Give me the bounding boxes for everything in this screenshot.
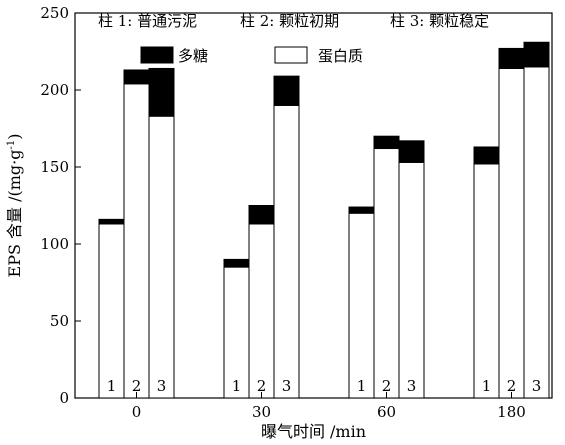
bar-protein <box>398 161 425 399</box>
bar-protein <box>98 223 125 399</box>
bar-protein <box>123 83 150 399</box>
plot-border <box>74 12 553 399</box>
y-axis: 0 50 100 150 200 250 <box>40 4 81 407</box>
legend-label: 蛋白质 <box>318 47 363 65</box>
x-axis: 0 30 60 180 <box>132 392 526 421</box>
bar-index-label: 2 <box>132 377 142 395</box>
x-tick-label: 30 <box>252 403 271 421</box>
bar-protein <box>273 104 300 399</box>
bar-protein <box>373 148 400 399</box>
y-axis-title-main: EPS 含量 /(mg·g <box>5 150 24 278</box>
bar-index-label: 1 <box>107 377 117 395</box>
bar-polysaccharide <box>223 258 250 268</box>
bar-index-label: 2 <box>507 377 517 395</box>
x-tick-label: 60 <box>377 403 396 421</box>
bar-polysaccharide <box>523 41 550 68</box>
y-axis-title: EPS 含量 /(mg·g-1) <box>5 134 24 278</box>
bar-polysaccharide <box>98 218 125 225</box>
bar-polysaccharide <box>498 47 525 69</box>
x-tick-label: 180 <box>497 403 526 421</box>
y-tick-label: 50 <box>50 312 69 330</box>
bar-index-label: 3 <box>157 377 167 395</box>
bar-polysaccharide <box>398 140 425 163</box>
bar-protein <box>523 66 550 399</box>
column-note: 柱 3: 颗粒稳定 <box>390 12 489 30</box>
bar-polysaccharide <box>148 67 175 117</box>
bar-polysaccharide <box>473 146 500 165</box>
y-tick-label: 200 <box>40 81 69 99</box>
bar-index-label: 1 <box>232 377 242 395</box>
column-note: 柱 1: 普通污泥 <box>98 12 197 30</box>
bar-index-label: 2 <box>382 377 392 395</box>
bar-index-label: 2 <box>257 377 267 395</box>
bar-index-label: 3 <box>407 377 417 395</box>
bar-protein <box>473 163 500 399</box>
bar-index-label: 1 <box>357 377 367 395</box>
bar-polysaccharide <box>348 206 375 214</box>
plot-frame <box>74 12 553 399</box>
bar-index-label: 3 <box>532 377 542 395</box>
bar-polysaccharide <box>273 75 300 106</box>
bar-protein <box>498 67 525 399</box>
bar-polysaccharide <box>123 69 150 85</box>
legend: 多糖 蛋白质 <box>140 46 363 65</box>
y-tick-label: 250 <box>40 4 69 22</box>
bar-index-label: 1 <box>482 377 492 395</box>
column-notes: 柱 1: 普通污泥 柱 2: 颗粒初期 柱 3: 颗粒稳定 <box>98 12 489 30</box>
legend-label: 多糖 <box>178 47 208 65</box>
bar-index-label: 3 <box>282 377 292 395</box>
bar-protein <box>148 115 175 399</box>
y-tick-label: 0 <box>59 389 69 407</box>
x-tick-label: 0 <box>132 403 142 421</box>
bar-protein <box>248 223 275 399</box>
legend-swatch <box>140 46 174 64</box>
bar-polysaccharide <box>373 135 400 150</box>
x-axis-title: 曝气时间 /min <box>261 422 366 441</box>
y-axis-title-close: ) <box>5 134 24 140</box>
legend-swatch <box>274 46 308 64</box>
bar-protein <box>348 212 375 399</box>
y-tick-label: 100 <box>40 235 69 253</box>
column-note: 柱 2: 颗粒初期 <box>240 12 339 30</box>
y-axis-title-sup: -1 <box>6 140 17 150</box>
y-tick-label: 150 <box>40 158 69 176</box>
bar-polysaccharide <box>248 205 275 225</box>
